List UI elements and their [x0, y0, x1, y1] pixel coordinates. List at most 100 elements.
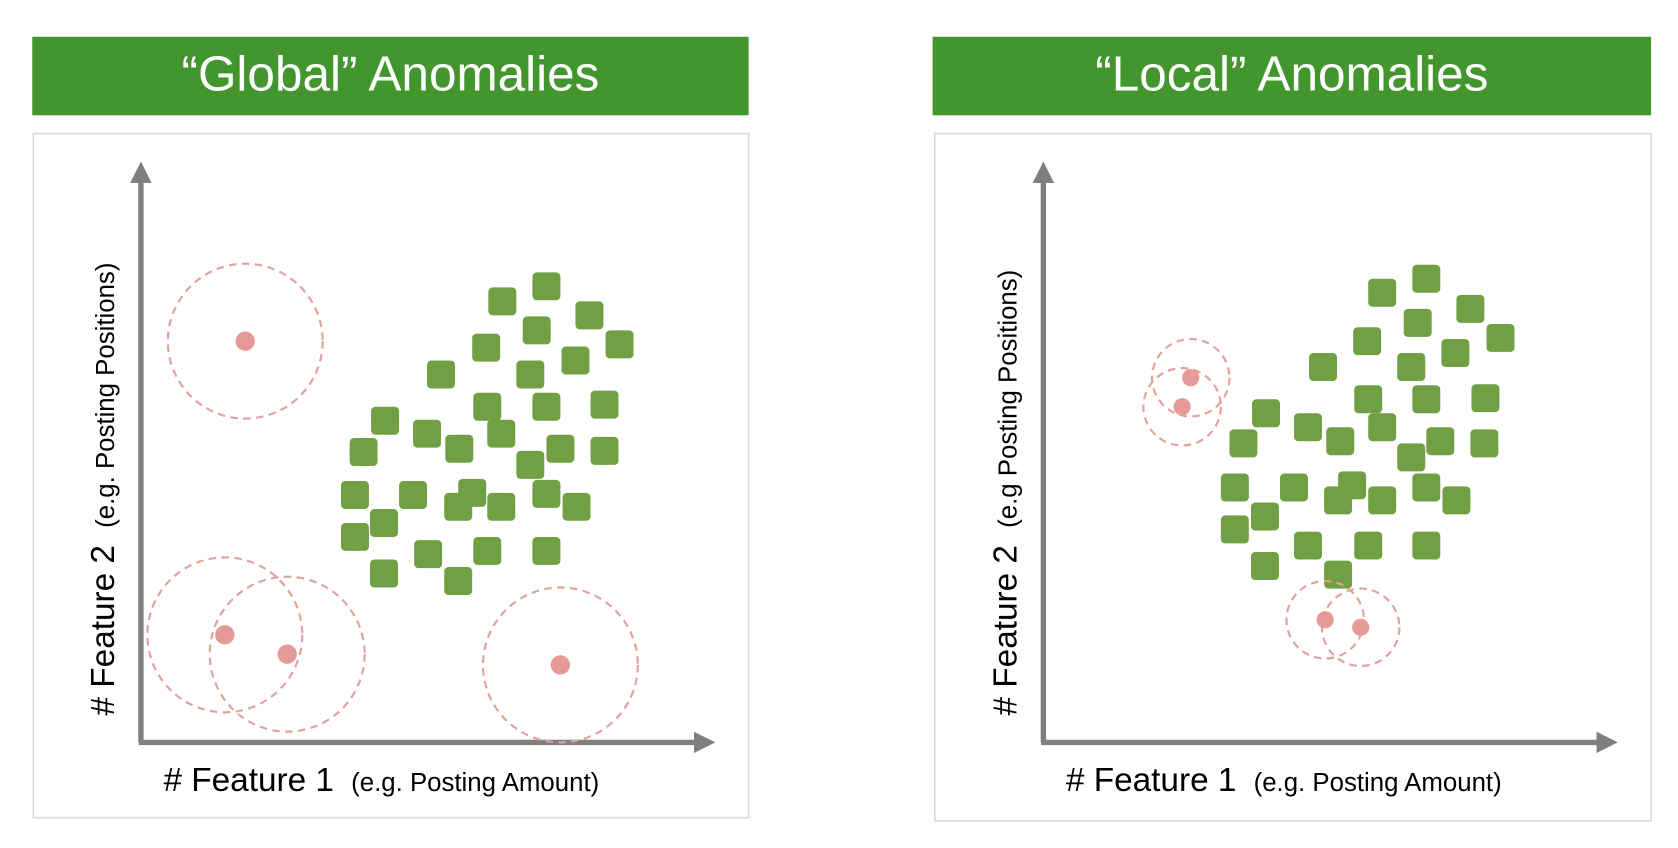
normal-point: [1412, 531, 1441, 560]
normal-point: [532, 272, 561, 301]
normal-point: [370, 508, 398, 537]
normal-point: [1486, 323, 1515, 352]
y-sublabel: (e.g Posting Positions): [994, 270, 1022, 528]
normal-point: [1353, 327, 1382, 356]
normal-point: [1456, 294, 1485, 323]
normal-point: [1354, 385, 1383, 414]
normal-point: [1412, 264, 1441, 293]
normal-point: [413, 419, 442, 448]
x-axis-label: # Feature 1 (e.g. Posting Amount): [163, 762, 599, 799]
anomaly-point: [235, 331, 255, 351]
panel-local: “Local” Anomalies # Feature 1 (e.g. Posti…: [932, 36, 1652, 822]
normal-point: [532, 536, 561, 565]
title-bar: [932, 36, 1652, 116]
anomaly-point: [550, 655, 571, 675]
normal-point: [399, 481, 428, 509]
normal-point: [1403, 308, 1432, 337]
normal-point: [1412, 385, 1441, 414]
normal-point: [561, 346, 590, 375]
normal-point: [590, 436, 619, 465]
points: [1142, 264, 1515, 668]
normal-point: [1250, 502, 1279, 531]
normal-point: [445, 434, 474, 463]
normal-point: [1397, 353, 1426, 381]
y-label: # Feature 2: [85, 545, 122, 715]
normal-point: [371, 406, 400, 435]
normal-point: [522, 316, 551, 345]
neighborhood: [481, 586, 639, 744]
normal-point: [1252, 399, 1281, 428]
anomaly-point: [1316, 611, 1334, 629]
panel-global: “Global” Anomalies # Feature 1 (e.g. Post…: [32, 36, 750, 819]
normal-point: [340, 481, 369, 509]
normal-point: [1293, 531, 1322, 560]
normal-point: [370, 559, 398, 588]
normal-point: [1324, 486, 1353, 515]
normal-point: [532, 479, 561, 508]
y-label: # Feature 2: [987, 545, 1024, 715]
x-axis-label: # Feature 1 (e.g. Posting Amount): [1066, 762, 1502, 799]
normal-point: [1220, 515, 1249, 544]
x-sublabel: (e.g. Posting Amount): [351, 769, 599, 797]
normal-point: [473, 536, 502, 565]
normal-point: [1397, 443, 1426, 472]
x-sublabel: (e.g. Posting Amount): [1254, 769, 1502, 797]
normal-point: [1426, 427, 1455, 456]
neighborhood: [208, 575, 366, 733]
anomaly-point: [1352, 618, 1370, 636]
title-bar: [32, 36, 749, 116]
anomaly-point: [1182, 369, 1200, 387]
normal-point: [487, 492, 516, 521]
anomaly-point: [215, 625, 235, 645]
normal-point: [1309, 353, 1338, 381]
panel-frame: [933, 132, 1652, 822]
normal-point: [488, 287, 517, 316]
normal-point: [340, 522, 369, 551]
normal-point: [532, 392, 561, 421]
normal-point: [1220, 473, 1249, 502]
normal-point: [562, 492, 591, 521]
normal-point: [427, 360, 455, 389]
panel-title: “Local” Anomalies: [1095, 47, 1488, 102]
normal-point: [605, 330, 634, 359]
normal-point: [444, 567, 473, 596]
neighborhood: [1150, 337, 1231, 418]
points: [146, 262, 639, 744]
normal-point: [1368, 486, 1397, 515]
normal-point: [1368, 413, 1397, 442]
anomaly-point: [277, 644, 297, 664]
neighborhood: [146, 556, 304, 714]
normal-point: [1412, 473, 1441, 502]
y-axis-label: # Feature 2 (e.g Posting Positions): [987, 270, 1024, 716]
panel-title: “Global” Anomalies: [181, 47, 599, 102]
normal-point: [349, 437, 378, 466]
normal-point: [1354, 531, 1383, 560]
normal-point: [473, 392, 502, 421]
normal-point: [1442, 486, 1471, 515]
y-sublabel: (e.g. Posting Positions): [92, 263, 120, 528]
normal-point: [1293, 413, 1322, 442]
normal-point: [414, 540, 443, 569]
normal-point: [487, 419, 516, 448]
y-axis-label: # Feature 2 (e.g. Posting Positions): [85, 263, 122, 716]
normal-point: [1280, 473, 1308, 502]
normal-point: [1441, 339, 1470, 367]
normal-point: [516, 360, 545, 389]
normal-point: [590, 390, 619, 419]
normal-point: [444, 492, 473, 521]
normal-point: [472, 333, 501, 362]
panel-frame: [32, 132, 750, 819]
normal-point: [516, 450, 545, 479]
normal-point: [1471, 384, 1500, 413]
neighborhood: [1142, 366, 1222, 447]
normal-point: [1250, 552, 1279, 580]
normal-point: [546, 434, 575, 463]
x-label: # Feature 1: [1066, 762, 1236, 799]
neighborhood: [166, 262, 324, 420]
anomaly-point: [1173, 398, 1191, 416]
x-label: # Feature 1: [163, 762, 333, 799]
normal-point: [1368, 278, 1397, 307]
normal-point: [1470, 429, 1499, 458]
